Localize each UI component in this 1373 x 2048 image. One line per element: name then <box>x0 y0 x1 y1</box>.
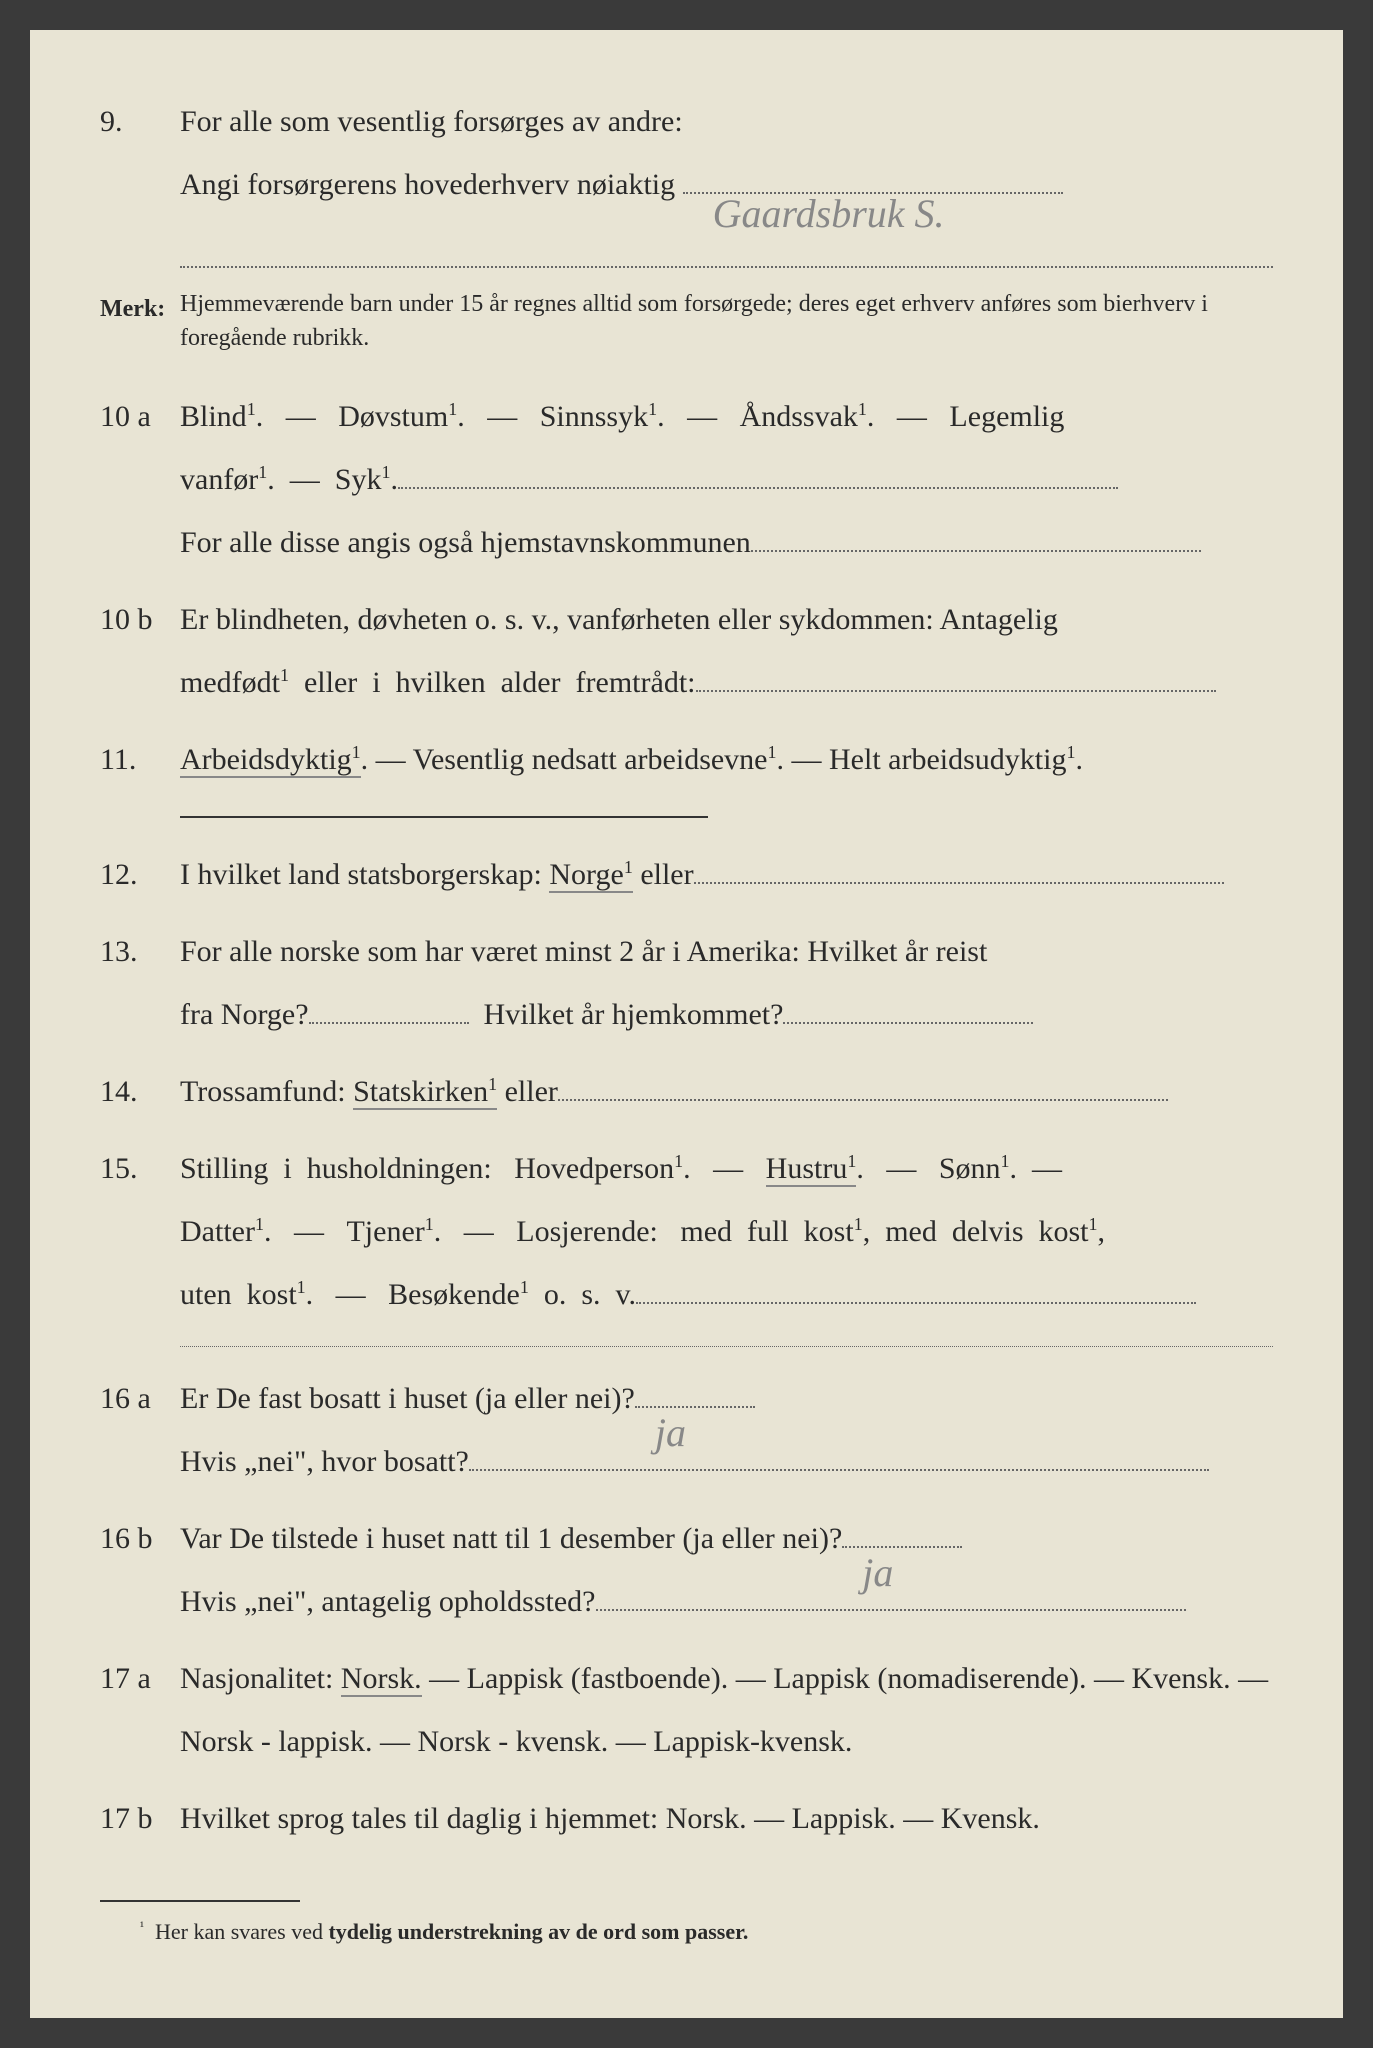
q10a-line2: For alle disse angis også hjemstavnskomm… <box>180 526 751 559</box>
q16a-line2: Hvis „nei", hvor bosatt? <box>180 1445 469 1478</box>
q16a-line1: Er De fast bosatt i huset (ja eller nei)… <box>180 1382 635 1415</box>
question-9: 9. For alle som vesentlig forsørges av a… <box>100 90 1273 268</box>
q17a-underlined: Norsk. <box>341 1662 422 1697</box>
q16b-number: 16 b <box>100 1507 180 1633</box>
q16b-handwritten: ja <box>862 1531 893 1615</box>
merk-note: Merk: Hjemmeværende barn under 15 år reg… <box>100 288 1273 355</box>
question-11: 11. Arbeidsdyktig1. — Vesentlig nedsatt … <box>100 728 1273 791</box>
q16b-line1-row: Var De tilstede i huset natt til 1 desem… <box>180 1507 1273 1570</box>
question-12: 12. I hvilket land statsborgerskap: Norg… <box>100 843 1273 906</box>
q9-fill: Gaardsbruk S. <box>683 192 1063 194</box>
question-10b: 10 b Er blindheten, døvheten o. s. v., v… <box>100 588 1273 714</box>
q10b-text: Er blindheten, døvheten o. s. v., vanfør… <box>180 603 1058 699</box>
q15-underlined: Hustru1 <box>766 1152 857 1187</box>
question-16b: 16 b Var De tilstede i huset natt til 1 … <box>100 1507 1273 1633</box>
q15-number: 15. <box>100 1137 180 1326</box>
q9-number: 9. <box>100 90 180 268</box>
q14-pre: Trossamfund: <box>180 1075 353 1108</box>
q10a-line2-row: For alle disse angis også hjemstavnskomm… <box>180 511 1273 574</box>
q13-number: 13. <box>100 920 180 1046</box>
q10b-number: 10 b <box>100 588 180 714</box>
document-page: 9. For alle som vesentlig forsørges av a… <box>30 30 1343 2018</box>
question-16a: 16 a Er De fast bosatt i huset (ja eller… <box>100 1367 1273 1493</box>
q16a-line1-row: Er De fast bosatt i huset (ja eller nei)… <box>180 1367 1273 1430</box>
question-17a: 17 a Nasjonalitet: Norsk. — Lappisk (fas… <box>100 1647 1273 1773</box>
question-17b: 17 b Hvilket sprog tales til daglig i hj… <box>100 1787 1273 1850</box>
q10a-number: 10 a <box>100 385 180 574</box>
q10a-options: Blind1. — Døvstum1. — Sinnssyk1. — Åndss… <box>180 385 1273 511</box>
q9-handwritten: Gaardsbruk S. <box>713 172 945 256</box>
q13-line2b: Hvilket år hjemkommet? <box>484 998 784 1031</box>
question-15: 15. Stilling i husholdningen: Hovedperso… <box>100 1137 1273 1326</box>
q13-content: For alle norske som har været minst 2 år… <box>180 920 1273 1046</box>
footnote-bold: tydelig understrekning av de ord som pas… <box>328 1919 748 1944</box>
q16a-line2-row: Hvis „nei", hvor bosatt? <box>180 1430 1273 1493</box>
q13-line1: For alle norske som har været minst 2 år… <box>180 920 1273 983</box>
footnote: ¹ Her kan svares ved tydelig understrekn… <box>100 1912 1273 1952</box>
q16b-content: Var De tilstede i huset natt til 1 desem… <box>180 1507 1273 1633</box>
q16a-handwritten: ja <box>655 1391 686 1475</box>
merk-text: Hjemmeværende barn under 15 år regnes al… <box>180 288 1273 355</box>
q9-line1: For alle som vesentlig forsørges av andr… <box>180 90 1273 153</box>
q17a-pre: Nasjonalitet: <box>180 1662 341 1695</box>
q11-underlined: Arbeidsdyktig1 <box>180 743 361 778</box>
q16b-line2-row: Hvis „nei", antagelig opholdssted? <box>180 1570 1273 1633</box>
q12-post: eller <box>633 858 694 891</box>
q16b-line1: Var De tilstede i huset natt til 1 desem… <box>180 1522 842 1555</box>
q12-content: I hvilket land statsborgerskap: Norge1 e… <box>180 843 1273 906</box>
divider-after-11 <box>180 816 708 818</box>
question-10a: 10 a Blind1. — Døvstum1. — Sinnssyk1. — … <box>100 385 1273 574</box>
q10a-content: Blind1. — Døvstum1. — Sinnssyk1. — Åndss… <box>180 385 1273 574</box>
q10b-content: Er blindheten, døvheten o. s. v., vanfør… <box>180 588 1273 714</box>
q9-content: For alle som vesentlig forsørges av andr… <box>180 90 1273 268</box>
q17b-content: Hvilket sprog tales til daglig i hjemmet… <box>180 1787 1273 1850</box>
q12-underlined: Norge1 <box>549 858 632 893</box>
divider-after-15 <box>180 1346 1273 1347</box>
q16a-content: Er De fast bosatt i huset (ja eller nei)… <box>180 1367 1273 1493</box>
q12-number: 12. <box>100 843 180 906</box>
q17b-number: 17 b <box>100 1787 180 1850</box>
q9-line2-row: Angi forsørgerens hovederhverv nøiaktig … <box>180 153 1273 216</box>
question-13: 13. For alle norske som har været minst … <box>100 920 1273 1046</box>
merk-label: Merk: <box>100 288 180 355</box>
q14-post: eller <box>497 1075 558 1108</box>
q9-line2: Angi forsørgerens hovederhverv nøiaktig <box>180 168 675 201</box>
q13-line2a: fra Norge? <box>180 998 309 1031</box>
q14-content: Trossamfund: Statskirken1 eller <box>180 1060 1273 1123</box>
q16a-number: 16 a <box>100 1367 180 1493</box>
footnote-marker: ¹ <box>140 1919 144 1934</box>
q15-content: Stilling i husholdningen: Hovedperson1. … <box>180 1137 1273 1326</box>
q17a-number: 17 a <box>100 1647 180 1773</box>
q12-pre: I hvilket land statsborgerskap: <box>180 858 549 891</box>
q14-number: 14. <box>100 1060 180 1123</box>
q14-underlined: Statskirken1 <box>353 1075 497 1110</box>
q11-number: 11. <box>100 728 180 791</box>
q13-line2: fra Norge? Hvilket år hjemkommet? <box>180 983 1273 1046</box>
q17a-content: Nasjonalitet: Norsk. — Lappisk (fastboen… <box>180 1647 1273 1773</box>
q11-content: Arbeidsdyktig1. — Vesentlig nedsatt arbe… <box>180 728 1273 791</box>
footnote-separator <box>100 1900 300 1902</box>
question-14: 14. Trossamfund: Statskirken1 eller <box>100 1060 1273 1123</box>
footnote-pre: Her kan svares ved <box>155 1919 329 1944</box>
q16b-line2: Hvis „nei", antagelig opholdssted? <box>180 1585 596 1618</box>
